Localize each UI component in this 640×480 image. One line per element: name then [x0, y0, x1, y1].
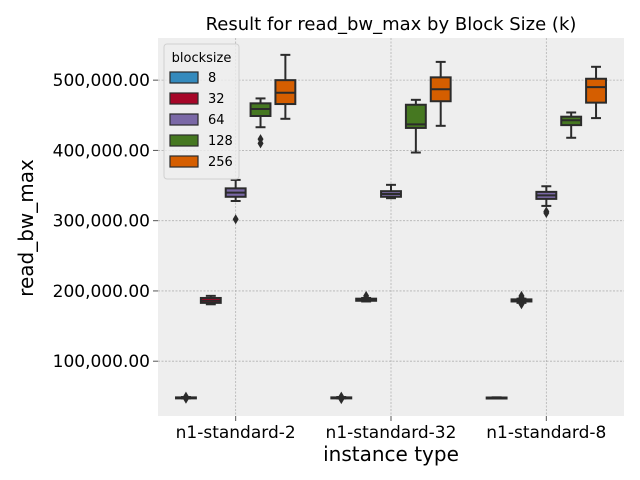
box-32-n1-standard-8: [510, 290, 533, 310]
box-64-n1-standard-2: [224, 178, 247, 225]
box-256-n1-standard-2: [274, 53, 297, 120]
outlier-point: [338, 391, 345, 402]
y-tick-label: 500,000.00: [53, 71, 150, 91]
outlier-point: [543, 206, 550, 217]
legend-label-8: 8: [208, 71, 216, 86]
box-8-n1-standard-2: [175, 391, 197, 404]
box-8-n1-standard-8: [485, 396, 508, 400]
outlier-point: [518, 299, 525, 310]
box-128-n1-standard-2: [249, 97, 272, 149]
x-axis-title: instance type: [323, 442, 459, 466]
legend-label-128: 128: [208, 134, 233, 149]
legend-swatch-32: [169, 92, 199, 105]
box-64-n1-standard-32: [380, 183, 402, 200]
box-128-n1-standard-32: [404, 98, 427, 154]
legend-swatch-64: [169, 113, 199, 126]
box-32-n1-standard-32: [355, 290, 378, 303]
legend-swatch-128: [169, 134, 199, 147]
box-8-n1-standard-32: [330, 391, 353, 405]
outlier-point: [232, 214, 239, 225]
outlier-point: [363, 290, 370, 301]
box-256-n1-standard-32: [429, 60, 452, 127]
box-iqr: [404, 103, 427, 129]
box-64-n1-standard-8: [535, 185, 558, 218]
legend-label-32: 32: [208, 92, 225, 107]
legend-title: blocksize: [172, 51, 232, 66]
outlier-point: [257, 134, 264, 145]
box-32-n1-standard-2: [199, 294, 222, 306]
boxes: [175, 53, 607, 405]
x-tick-label: n1-standard-2: [176, 423, 296, 443]
box-iqr: [585, 77, 607, 104]
y-tick-label: 400,000.00: [53, 141, 150, 161]
y-axis: 100,000.00 200,000.00 300,000.00 400,000.00…: [53, 71, 158, 372]
legend-label-256: 256: [208, 155, 233, 170]
x-tick-label: n1-standard-32: [326, 423, 457, 443]
x-axis: n1-standard-2 n1-standard-32 n1-standard-8: [176, 416, 606, 443]
box-256-n1-standard-8: [585, 65, 607, 120]
legend: blocksize 8 32 64 128 256: [163, 43, 240, 180]
y-tick-label: 200,000.00: [53, 282, 150, 302]
outlier-point: [182, 391, 189, 402]
y-axis-title: read_bw_max: [14, 159, 38, 297]
legend-swatch-256: [169, 155, 199, 168]
legend-swatch-8: [169, 71, 199, 84]
box-128-n1-standard-8: [560, 111, 583, 139]
y-tick-label: 300,000.00: [53, 212, 150, 232]
x-tick-label: n1-standard-8: [486, 423, 606, 443]
chart-title: Result for read_bw_max by Block Size (k): [206, 14, 577, 35]
y-tick-label: 100,000.00: [53, 352, 150, 372]
legend-label-64: 64: [208, 113, 225, 128]
outlier-point: [518, 290, 525, 301]
